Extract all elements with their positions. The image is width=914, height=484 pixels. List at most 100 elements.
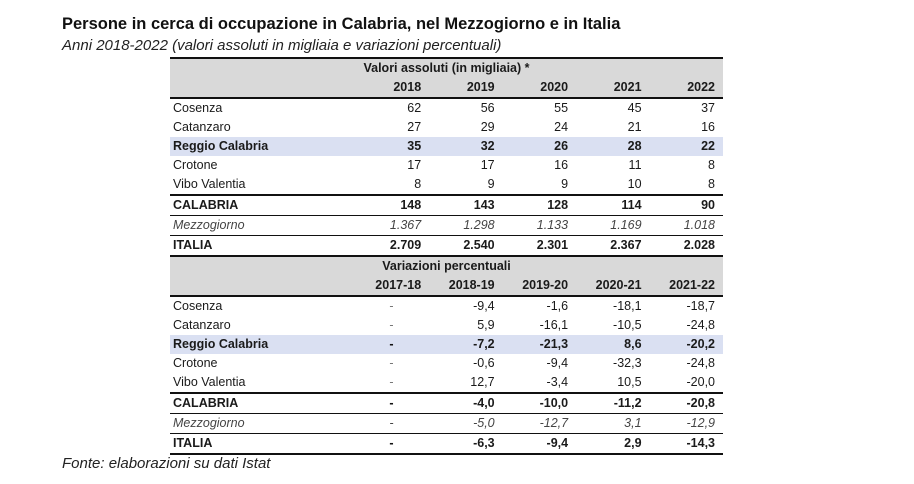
- table-cell: 21: [627, 120, 642, 134]
- table-cell: -0,6: [473, 356, 495, 370]
- table-cell: 148: [355, 194, 430, 216]
- table-row-crotone: Crotone - -0,6 -9,4 -32,3 -24,8: [170, 354, 723, 373]
- table-cell: 2.028: [649, 235, 723, 257]
- row-label: CALABRIA: [170, 392, 356, 414]
- column-header-blank: [170, 78, 356, 99]
- percent-section-header: Variazioni percentuali: [170, 255, 723, 276]
- table-cell: 24: [554, 120, 569, 134]
- table-cell: -12,7: [502, 413, 577, 434]
- column-header: 2018: [355, 78, 430, 99]
- table-subtitle: Anni 2018-2022 (valori assoluti in migli…: [62, 37, 502, 54]
- row-label: Vibo Valentia: [173, 177, 246, 191]
- table-row-crotone: Crotone 17 17 16 11 8: [170, 156, 723, 175]
- table-cell: -18,1: [613, 299, 642, 313]
- table-cell: 10,5: [617, 375, 642, 389]
- table-cell: 29: [480, 120, 495, 134]
- table-cell: -20,0: [686, 375, 716, 389]
- table-cell: 27: [407, 120, 422, 134]
- row-label: Reggio Calabria: [170, 137, 356, 156]
- row-label: Mezzogiorno: [170, 215, 356, 236]
- table-cell: 1.018: [649, 215, 723, 236]
- row-label: Catanzaro: [173, 318, 231, 332]
- table-cell: 8,6: [576, 335, 650, 354]
- table-cell: -9,4: [546, 356, 569, 370]
- column-header: 2021: [576, 78, 650, 99]
- table-row-italia: ITALIA - -6,3 -9,4 2,9 -14,3: [170, 433, 723, 455]
- column-header: 2020: [502, 78, 577, 99]
- table-cell: -: [355, 433, 430, 455]
- row-label: ITALIA: [170, 433, 356, 455]
- table-cell: -5,0: [429, 413, 503, 434]
- table-cell: 28: [576, 137, 650, 156]
- table-cell: -: [389, 356, 394, 370]
- table-row-vibo-valentia: Vibo Valentia - 12,7 -3,4 10,5 -20,0: [170, 373, 723, 393]
- table-cell: 90: [649, 194, 723, 216]
- table-row-calabria: CALABRIA 148 143 128 114 90: [170, 194, 723, 216]
- table-cell: -: [389, 375, 394, 389]
- table-cell: -: [389, 299, 394, 313]
- table-cell: -: [389, 318, 394, 332]
- table-cell: 128: [502, 194, 577, 216]
- percent-column-headers: 2017-18 2018-19 2019-20 2020-21 2021-22: [170, 276, 723, 297]
- table-cell: -9,4: [502, 433, 577, 455]
- row-label: Crotone: [173, 158, 218, 172]
- row-label: Reggio Calabria: [170, 335, 356, 354]
- table-cell: -16,1: [539, 318, 569, 332]
- table-cell: 11: [628, 158, 642, 172]
- table-row-cosenza: Cosenza 62 56 55 45 37: [170, 98, 723, 118]
- table-cell: 17: [407, 158, 422, 172]
- table-cell: 16: [701, 120, 715, 134]
- table-cell: 17: [480, 158, 495, 172]
- table-cell: 2,9: [576, 433, 650, 455]
- unemployment-table: Valori assoluti (in migliaia) * 2018 2019 2…: [170, 57, 723, 455]
- table-cell: -20,2: [649, 335, 723, 354]
- table-cell: -11,2: [576, 392, 650, 414]
- table-cell: -7,2: [429, 335, 503, 354]
- table-cell: 1.298: [429, 215, 503, 236]
- column-header: 2019: [429, 78, 503, 99]
- table-cell: -14,3: [649, 433, 723, 455]
- table-cell: 1.367: [355, 215, 430, 236]
- table-cell: 5,9: [477, 318, 495, 332]
- column-header: 2022: [649, 78, 723, 99]
- column-header: 2018-19: [429, 276, 503, 297]
- table-cell: -6,3: [429, 433, 503, 455]
- table-cell: 143: [429, 194, 503, 216]
- table-cell: 1.169: [576, 215, 650, 236]
- absolute-section-header: Valori assoluti (in migliaia) *: [170, 57, 723, 78]
- percent-section-title: Variazioni percentuali: [170, 255, 723, 276]
- absolute-column-headers: 2018 2019 2020 2021 2022: [170, 78, 723, 99]
- table-cell: 8: [414, 177, 422, 191]
- table-row-cosenza: Cosenza - -9,4 -1,6 -18,1 -18,7: [170, 296, 723, 316]
- table-cell: -: [355, 392, 430, 414]
- table-cell: -20,8: [649, 392, 723, 414]
- row-label: Cosenza: [173, 101, 223, 115]
- table-cell: 16: [554, 158, 569, 172]
- table-cell: -: [355, 413, 430, 434]
- column-header: 2021-22: [649, 276, 723, 297]
- table-row-reggio-calabria: Reggio Calabria - -7,2 -21,3 8,6 -20,2: [170, 335, 723, 354]
- table-cell: 8: [708, 158, 715, 172]
- table-row-catanzaro: Catanzaro - 5,9 -16,1 -10,5 -24,8: [170, 316, 723, 335]
- table-cell: -9,4: [473, 299, 495, 313]
- table-cell: -10,5: [613, 318, 642, 332]
- table-cell: -: [355, 335, 430, 354]
- table-cell: 26: [502, 137, 577, 156]
- row-label: ITALIA: [170, 235, 356, 257]
- table-cell: -1,6: [546, 299, 569, 313]
- table-cell: 45: [627, 101, 642, 115]
- table-cell: 9: [561, 177, 569, 191]
- table-cell: 2.367: [576, 235, 650, 257]
- table-cell: 2.540: [429, 235, 503, 257]
- table-row-mezzogiorno: Mezzogiorno - -5,0 -12,7 3,1 -12,9: [170, 413, 723, 434]
- table-cell: 35: [355, 137, 430, 156]
- table-cell: -24,8: [686, 356, 716, 370]
- absolute-section-title: Valori assoluti (in migliaia) *: [170, 57, 723, 78]
- table-cell: 22: [649, 137, 723, 156]
- table-cell: 2.709: [355, 235, 430, 257]
- table-cell: 56: [480, 101, 495, 115]
- table-cell: -12,9: [649, 413, 723, 434]
- table-cell: 3,1: [576, 413, 650, 434]
- column-header: 2017-18: [355, 276, 430, 297]
- table-cell: 2.301: [502, 235, 577, 257]
